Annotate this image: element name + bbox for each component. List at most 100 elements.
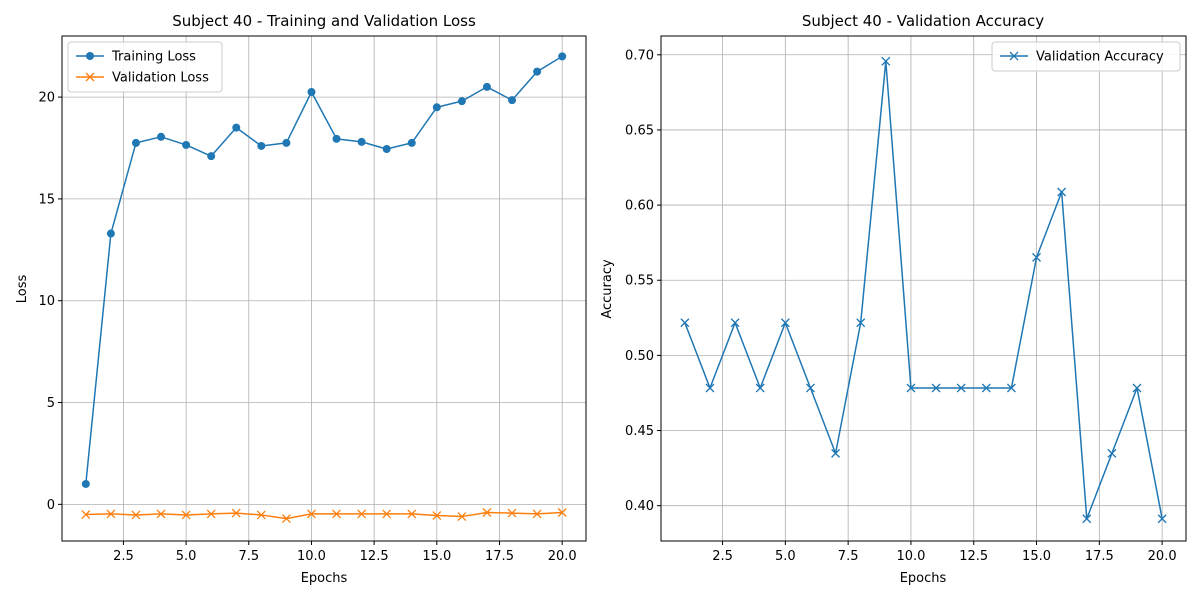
validation-accuracy-point: [1082, 514, 1092, 524]
accuracy-chart: Subject 40 - Validation Accuracy 2.5 5.0 7…: [600, 12, 1187, 586]
loss-chart-xtick-label: 5.0: [176, 549, 197, 564]
training-loss-legend-entry: Training Loss: [76, 50, 196, 65]
loss-chart-ticks: 2.5 5.0 7.5 10.0 12.5 15.0 17.5 20.0 0 5 10 15 20: [38, 91, 576, 564]
training-loss-point: [207, 152, 216, 161]
accuracy-chart-xtick-label: 10.0: [896, 549, 925, 564]
training-loss-point: [332, 134, 341, 143]
validation-accuracy-point: [1006, 383, 1016, 393]
validation-accuracy-legend-entry: Validation Accuracy: [1000, 50, 1164, 65]
accuracy-chart-ytick-label: 0.45: [625, 424, 654, 439]
validation-loss-legend-entry: Validation Loss: [76, 71, 209, 86]
loss-chart-xtick-label: 15.0: [422, 549, 451, 564]
validation-loss-point: [457, 512, 467, 522]
loss-chart-grid: [62, 36, 586, 541]
validation-accuracy-point: [730, 318, 740, 328]
loss-chart-ytick-label: 5: [47, 396, 55, 411]
loss-chart-ytick-label: 0: [47, 498, 55, 513]
validation-accuracy-point: [806, 383, 815, 393]
training-loss-point: [131, 138, 140, 147]
training-loss-line: [85, 55, 563, 485]
validation-loss-point: [281, 514, 291, 524]
validation-accuracy-legend-label: Validation Accuracy: [1036, 50, 1164, 65]
training-loss-point: [182, 140, 191, 149]
training-loss-point: [457, 97, 466, 106]
accuracy-chart-xlabel: Epochs: [900, 571, 947, 586]
validation-accuracy-point: [755, 383, 765, 393]
validation-accuracy-point: [906, 383, 916, 393]
loss-chart-xtick-label: 12.5: [360, 549, 389, 564]
validation-accuracy-point: [831, 448, 841, 458]
loss-chart-ytick-label: 15: [38, 192, 55, 207]
validation-accuracy-point: [1032, 252, 1041, 262]
validation-loss-point: [507, 508, 517, 518]
accuracy-chart-xtick-label: 17.5: [1085, 549, 1114, 564]
training-loss-point: [407, 138, 416, 147]
accuracy-chart-title: Subject 40 - Validation Accuracy: [802, 12, 1044, 30]
loss-chart-frame: [61, 35, 587, 542]
training-loss-point: [307, 87, 316, 96]
validation-loss-point: [332, 509, 341, 519]
loss-chart-legend: Training Loss Validation Loss: [67, 41, 223, 93]
training-loss-point: [432, 103, 441, 112]
accuracy-chart-grid: [661, 36, 1186, 541]
validation-loss-point: [131, 510, 141, 520]
accuracy-chart-xtick-label: 7.5: [838, 549, 859, 564]
validation-accuracy-point: [1057, 187, 1067, 197]
validation-loss-point: [557, 508, 567, 517]
validation-loss-point: [206, 509, 216, 519]
accuracy-chart-series: [680, 56, 1167, 524]
validation-loss-point: [181, 510, 191, 520]
training-loss-point: [558, 52, 567, 61]
training-loss-point: [81, 479, 90, 488]
training-loss-point: [357, 137, 366, 146]
loss-chart-series: [81, 52, 567, 524]
training-loss-point: [533, 67, 542, 76]
accuracy-chart-xtick-label: 20.0: [1148, 549, 1177, 564]
accuracy-chart-ytick-label: 0.40: [625, 499, 654, 514]
loss-chart-ytick-label: 20: [38, 91, 55, 106]
validation-accuracy-point: [931, 383, 941, 393]
validation-accuracy-point: [1107, 448, 1117, 458]
training-loss-point: [257, 141, 266, 150]
training-loss-point: [482, 82, 491, 91]
accuracy-chart-ytick-label: 0.65: [625, 123, 654, 138]
training-loss-point: [106, 229, 115, 238]
validation-accuracy-line: [684, 60, 1163, 520]
validation-loss-point: [357, 509, 367, 519]
validation-accuracy-point: [680, 318, 690, 328]
validation-loss-point: [432, 511, 442, 521]
validation-accuracy-point: [981, 383, 991, 393]
validation-loss-point: [407, 509, 417, 519]
validation-loss-point: [156, 509, 166, 519]
loss-chart-xtick-label: 2.5: [113, 549, 134, 564]
validation-loss-point: [81, 510, 91, 519]
validation-accuracy-point: [1157, 514, 1167, 524]
validation-accuracy-point: [881, 56, 891, 66]
accuracy-chart-frame: [660, 35, 1187, 542]
validation-loss-point: [256, 510, 266, 520]
training-loss-point: [232, 123, 241, 132]
accuracy-chart-legend: Validation Accuracy: [991, 41, 1181, 72]
validation-accuracy-point: [705, 383, 715, 393]
validation-loss-point: [231, 508, 241, 518]
training-loss-point: [382, 145, 391, 154]
validation-accuracy-point: [956, 383, 966, 393]
loss-chart-ylabel: Loss: [15, 275, 30, 304]
validation-accuracy-point: [856, 318, 866, 328]
accuracy-chart-ytick-label: 0.55: [625, 274, 654, 289]
accuracy-chart-ytick-label: 0.70: [625, 48, 654, 63]
accuracy-chart-legend-box: [991, 41, 1181, 72]
loss-chart: Subject 40 - Training and Validation Los…: [15, 12, 587, 586]
loss-chart-title: Subject 40 - Training and Validation Los…: [172, 12, 476, 30]
accuracy-chart-xtick-label: 5.0: [775, 549, 796, 564]
accuracy-chart-xtick-label: 15.0: [1022, 549, 1051, 564]
training-loss-point: [157, 132, 166, 141]
loss-chart-xtick-label: 7.5: [238, 549, 259, 564]
training-loss-point: [508, 96, 517, 105]
accuracy-chart-ytick-label: 0.50: [625, 349, 654, 364]
loss-chart-ytick-label: 10: [38, 294, 55, 309]
validation-loss-point: [482, 508, 492, 517]
validation-loss-line: [85, 511, 563, 520]
training-loss-legend-label: Training Loss: [111, 50, 196, 65]
